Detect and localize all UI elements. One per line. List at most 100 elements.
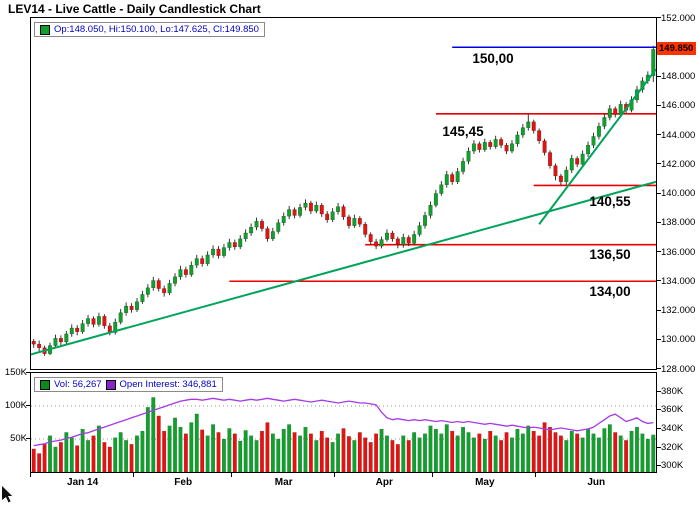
candle-body xyxy=(118,312,123,323)
volume-bar xyxy=(281,428,286,472)
volume-bar xyxy=(336,433,341,472)
volume-bar xyxy=(298,435,302,472)
volume-bar xyxy=(607,424,612,472)
candle-body xyxy=(482,142,487,150)
volume-chart[interactable] xyxy=(31,373,656,472)
volume-bar xyxy=(553,432,558,472)
open-interest-line xyxy=(33,397,654,447)
volume-bar xyxy=(249,435,254,472)
volume-bar xyxy=(401,435,406,472)
volume-bar xyxy=(346,436,351,472)
trendline xyxy=(538,68,656,225)
month-label: Apr xyxy=(375,477,393,488)
volume-bar xyxy=(96,425,101,472)
volume-bar xyxy=(613,432,618,472)
candle-body xyxy=(31,341,36,345)
price-axis-tick xyxy=(657,280,661,282)
candle-body xyxy=(406,237,411,244)
month-tick xyxy=(432,473,434,477)
open-interest-swatch xyxy=(105,379,116,390)
volume-axis-label: 50K xyxy=(10,433,27,444)
volume-bar xyxy=(510,437,514,472)
volume-bar xyxy=(363,437,368,472)
candle-body xyxy=(379,239,384,247)
price-axis-label: 130.000 xyxy=(661,334,696,346)
price-axis-tick xyxy=(657,309,661,311)
candle-body xyxy=(466,150,471,162)
candle-body xyxy=(520,127,525,136)
candle-body xyxy=(368,234,373,242)
volume-bar xyxy=(477,433,482,472)
candle-body xyxy=(86,318,91,324)
candle-body xyxy=(564,169,569,183)
volume-bar xyxy=(455,435,460,472)
candle-body xyxy=(80,323,85,332)
candle-body xyxy=(450,174,455,183)
volume-bar xyxy=(260,430,264,472)
volume-bar xyxy=(232,433,237,472)
candlestick-chart[interactable]: 150,00 145,45 140,55 136,50 134,00 xyxy=(31,18,656,369)
candle-body xyxy=(249,226,254,234)
volume-bar xyxy=(439,433,444,472)
volume-legend: Vol: 56,267 Open Interest: 346,881 xyxy=(34,377,223,392)
volume-bar xyxy=(303,426,308,472)
volume-bar xyxy=(395,444,400,472)
candle-body xyxy=(471,143,476,152)
candle-body xyxy=(461,161,466,172)
price-annotation: 134,00 xyxy=(589,284,630,299)
candle-body xyxy=(575,158,580,165)
month-label: Jan 14 xyxy=(67,477,99,488)
volume-bar xyxy=(91,435,96,472)
volume-bar xyxy=(423,433,427,472)
candle-body xyxy=(303,202,308,208)
volume-bar xyxy=(314,440,319,472)
candle-body xyxy=(433,193,438,206)
volume-bar xyxy=(178,426,183,472)
volume-panel[interactable]: Vol: 56,267 Open Interest: 346,881 xyxy=(30,372,657,473)
volume-bar xyxy=(69,437,74,472)
volume-bar xyxy=(564,440,569,472)
price-chart-panel[interactable]: 150,00 145,45 140,55 136,50 134,00 Op:148.05… xyxy=(30,17,657,370)
candle-body xyxy=(189,264,194,275)
price-axis-label: 146.000 xyxy=(661,100,696,112)
candle-body xyxy=(526,121,531,128)
month-tick xyxy=(535,473,537,477)
volume-bar xyxy=(167,425,172,472)
ohlc-legend: Op:148.050, Hi:150.100, Lo:147.625, Cl:1… xyxy=(34,22,265,37)
volume-bar xyxy=(64,432,69,472)
volume-bar xyxy=(80,428,85,472)
candle-body xyxy=(341,206,346,218)
volume-bar xyxy=(221,438,226,472)
volume-bar xyxy=(200,429,205,472)
volume-bar xyxy=(542,422,547,472)
volume-bar xyxy=(48,435,52,472)
candle-body xyxy=(569,158,574,171)
candle-body xyxy=(444,174,449,185)
volume-bar xyxy=(461,426,466,472)
price-axis-tick xyxy=(657,338,661,340)
volume-bar xyxy=(390,440,395,472)
price-annotation: 150,00 xyxy=(472,51,513,66)
open-interest-axis-tick xyxy=(657,427,661,429)
last-price-tag: 149.850 xyxy=(657,42,697,56)
volume-bar xyxy=(319,430,324,472)
volume-bar xyxy=(499,440,504,472)
price-axis-label: 142.000 xyxy=(661,158,696,170)
candle-body xyxy=(265,228,270,240)
volume-bar xyxy=(194,413,199,472)
candle-body xyxy=(384,232,389,240)
volume-axis-label: 100K xyxy=(4,400,27,411)
volume-bar xyxy=(374,433,379,472)
volume-bar xyxy=(602,428,607,472)
open-interest-axis-label: 360K xyxy=(661,404,684,416)
chart-title: LEV14 - Live Cattle - Daily Candlestick … xyxy=(8,2,261,16)
candle-body xyxy=(53,338,58,346)
volume-bar xyxy=(629,430,634,472)
volume-bar xyxy=(471,437,476,472)
candle-body xyxy=(129,305,134,310)
volume-bar xyxy=(265,422,270,472)
candle-body xyxy=(558,175,563,182)
price-axis-label: 138.000 xyxy=(661,217,696,229)
candle-body xyxy=(102,316,107,327)
volume-bar xyxy=(75,445,80,472)
